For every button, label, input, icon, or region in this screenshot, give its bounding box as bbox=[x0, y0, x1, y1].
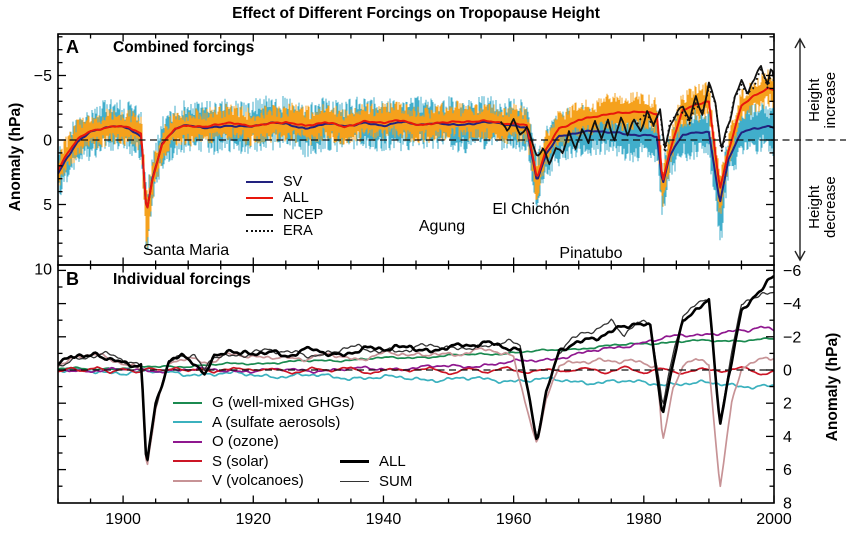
chart-title: Effect of Different Forcings on Tropopau… bbox=[232, 5, 600, 22]
legend-swatch-line bbox=[246, 230, 273, 233]
series-era bbox=[636, 68, 774, 154]
legend-item: NCEP bbox=[246, 207, 323, 223]
legend-label: A (sulfate aerosols) bbox=[212, 413, 341, 431]
height-decrease-label: Height decrease bbox=[805, 176, 839, 239]
panel-a-letter: A bbox=[66, 37, 79, 57]
y-tick-label-a: 10 bbox=[34, 262, 52, 279]
y-tick-label-a: 0 bbox=[43, 133, 52, 150]
legend-label: O (ozone) bbox=[212, 433, 279, 451]
panel-b-title: Individual forcings bbox=[113, 271, 251, 288]
legend-label: ALL bbox=[379, 453, 406, 471]
legend-swatch-line bbox=[173, 421, 202, 424]
legend-item: SV bbox=[246, 174, 323, 190]
legend-swatch-line bbox=[246, 213, 273, 216]
arrow-head-up-icon bbox=[794, 37, 806, 49]
legend-label: SUM bbox=[379, 472, 413, 490]
y-tick-label-b: −4 bbox=[783, 296, 801, 313]
y-tick-label-b: 2 bbox=[783, 396, 792, 413]
x-tick-label: 1920 bbox=[235, 511, 271, 528]
y-tick-label-b: 4 bbox=[783, 429, 792, 446]
y-axis-label-left: Anomaly (hPa) bbox=[7, 102, 24, 212]
x-tick-label: 1980 bbox=[626, 511, 662, 528]
legend-panel-b-all-sum: ALL SUM bbox=[340, 452, 412, 491]
legend-swatch-line bbox=[173, 440, 202, 443]
series-a bbox=[58, 367, 774, 390]
legend-swatch-line bbox=[340, 480, 369, 482]
legend-swatch-line bbox=[246, 197, 273, 200]
legend-swatch-line bbox=[173, 479, 202, 482]
x-tick-label: 2000 bbox=[756, 511, 792, 528]
height-increase-label: Height increase bbox=[805, 71, 839, 129]
y-tick-label-b: 6 bbox=[783, 462, 792, 479]
legend-label: V (volcanoes) bbox=[212, 472, 304, 490]
legend-item: O (ozone) bbox=[173, 432, 355, 452]
legend-label: SV bbox=[283, 174, 303, 191]
legend-label: ALL bbox=[283, 190, 309, 207]
panel-b-letter: B bbox=[66, 269, 79, 289]
series-all bbox=[58, 87, 774, 209]
arrow-head-down-icon bbox=[794, 250, 806, 262]
x-tick-label: 1900 bbox=[105, 511, 141, 528]
legend-panel-a: SV ALL NCEP ERA bbox=[246, 174, 323, 239]
volcano-label: Pinatubo bbox=[559, 245, 623, 262]
volcano-label: El Chichón bbox=[492, 201, 570, 218]
legend-swatch-line bbox=[173, 401, 202, 404]
legend-panel-b-forcings: G (well-mixed GHGs) A (sulfate aerosols) O… bbox=[173, 393, 355, 491]
series-ncep bbox=[499, 65, 774, 166]
panel-a-title: Combined forcings bbox=[113, 39, 255, 56]
panel-a-plot-area bbox=[58, 65, 774, 249]
y-tick-label-b: −2 bbox=[783, 329, 801, 346]
y-tick-label-b: 0 bbox=[783, 363, 792, 380]
legend-swatch-line bbox=[340, 460, 369, 464]
volcano-label: Santa Maria bbox=[142, 242, 230, 259]
y-tick-label-b: −6 bbox=[783, 263, 801, 280]
legend-item: S (solar) bbox=[173, 452, 355, 472]
legend-label: NCEP bbox=[283, 206, 324, 223]
x-tick-label: 1940 bbox=[366, 511, 402, 528]
legend-item: V (volcanoes) bbox=[173, 471, 355, 491]
legend-item: G (well-mixed GHGs) bbox=[173, 393, 355, 413]
legend-swatch-line bbox=[173, 460, 202, 463]
legend-item: ALL bbox=[246, 190, 323, 206]
legend-swatch-line bbox=[246, 181, 273, 184]
y-tick-label-a: 5 bbox=[43, 197, 52, 214]
series-all bbox=[58, 274, 774, 461]
legend-label: G (well-mixed GHGs) bbox=[212, 394, 355, 412]
panel-b-plot-area bbox=[58, 274, 774, 488]
legend-item: ERA bbox=[246, 223, 323, 239]
legend-item: ALL bbox=[340, 452, 412, 472]
x-tick-label: 1960 bbox=[496, 511, 532, 528]
y-tick-label-a: −5 bbox=[34, 68, 52, 85]
legend-label: S (solar) bbox=[212, 452, 269, 470]
y-axis-label-right: Anomaly (hPa) bbox=[824, 332, 841, 442]
volcano-label: Agung bbox=[418, 218, 466, 235]
legend-item: SUM bbox=[340, 472, 412, 492]
y-tick-label-b: 8 bbox=[783, 495, 792, 512]
legend-label: ERA bbox=[283, 223, 313, 240]
legend-item: A (sulfate aerosols) bbox=[173, 413, 355, 433]
